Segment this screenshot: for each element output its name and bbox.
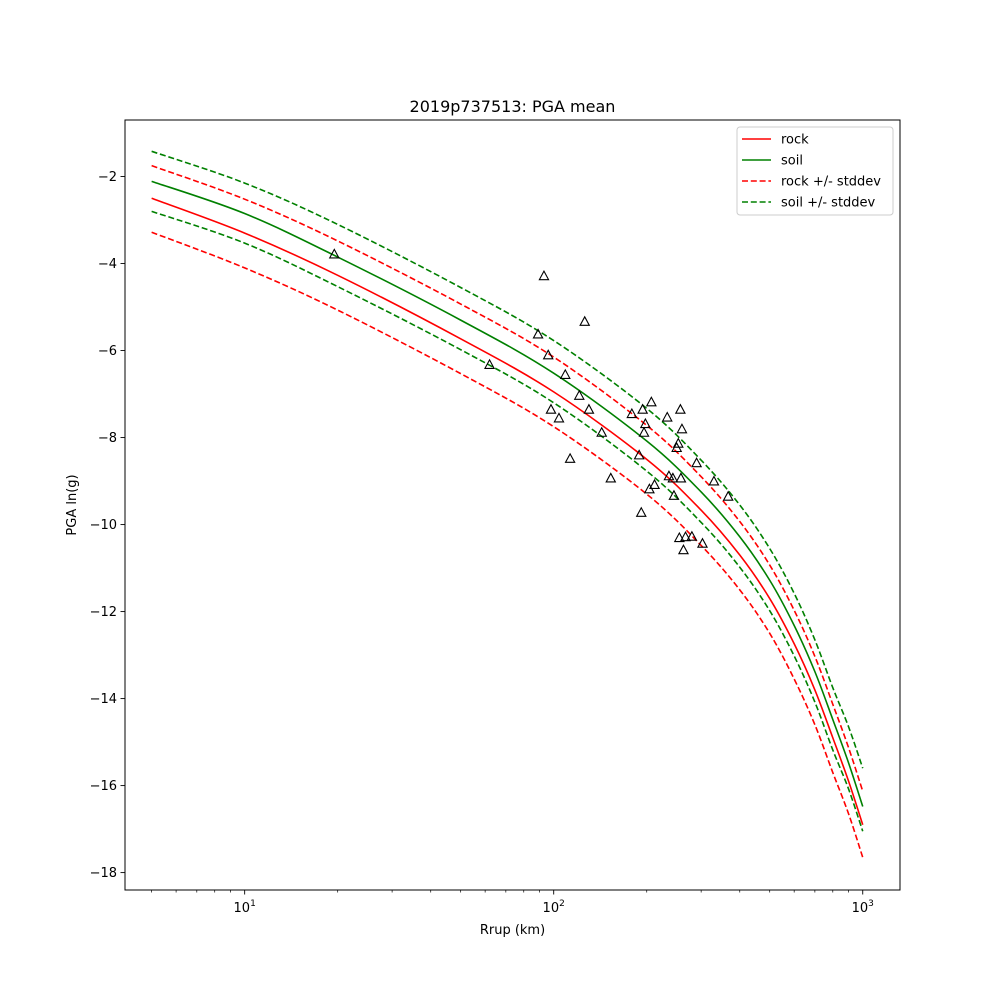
y-tick-label: −2 [98,170,117,185]
x-axis: 101 102 103 [151,890,874,916]
observation-point [674,403,686,414]
observation-point [573,389,585,400]
observation-point [722,490,734,501]
chart-title: 2019p737513: PGA mean [410,97,616,116]
observation-point [605,472,617,483]
observation-point [639,417,651,429]
observation-point [686,530,698,541]
observation-point [545,403,557,414]
observation-point [564,452,576,463]
observation-point [675,472,687,483]
y-tick-label: −10 [90,518,117,533]
observation-point [691,457,703,468]
observation-point [559,368,571,379]
observation-point [633,449,645,460]
legend-label: rock [781,133,809,148]
legend-label: rock +/- stddev [781,175,881,190]
observation-point [532,328,544,339]
y-tick-label: −6 [98,344,117,359]
x-tick-label: 101 [234,899,256,916]
observation-point [673,531,685,543]
observation-point [626,407,638,419]
series-line-soil [151,180,864,807]
observation-point [679,531,692,542]
observation-point [668,489,680,500]
observation-point [553,412,565,423]
observation-point [661,411,673,422]
series-line-soil-stddev-lower [151,210,864,832]
y-tick-label: −8 [98,431,117,446]
y-tick-label: −4 [98,257,117,272]
observation-point [667,472,679,483]
series-layer [151,150,864,858]
observation-point [672,437,684,448]
series-line-rock [151,197,864,825]
x-tick-label: 103 [852,899,874,916]
legend-label: soil [781,154,803,169]
observation-point [538,269,550,281]
legend-box [736,126,894,216]
series-line-rock-stddev-upper [151,164,864,792]
x-tick-label: 102 [543,899,565,916]
y-tick-label: −12 [90,605,117,620]
plot-frame [124,119,901,891]
y-axis: −2 −4 −6 −8 −10 −12 −14 −16 −18 [90,170,125,881]
observation-point [696,537,709,548]
x-axis-label: Rrup (km) [480,923,545,938]
legend-label: soil +/- stddev [781,196,876,211]
observation-point [579,315,591,326]
y-axis-label: PGA ln(g) [65,474,80,535]
observation-layer [328,248,734,555]
observation-point [677,544,690,555]
observation-point [645,396,657,407]
observation-point [676,423,688,434]
observation-point [484,358,496,369]
y-tick-label: −16 [90,779,117,794]
observation-point [708,475,720,486]
observation-point [638,426,650,437]
observation-point [635,506,647,517]
y-tick-label: −18 [90,866,117,881]
observation-point [649,478,661,490]
observation-point [328,248,340,259]
observation-point [596,426,608,437]
observation-point [583,403,595,414]
plot-area [151,150,864,858]
legend: rock soil rock +/- stddev soil +/- stddev [736,126,894,216]
series-line-rock-stddev-lower [151,231,864,858]
y-tick-label: −14 [90,692,117,707]
observation-point [542,349,554,360]
observation-point [637,403,649,414]
series-line-soil-stddev-upper [151,150,864,769]
